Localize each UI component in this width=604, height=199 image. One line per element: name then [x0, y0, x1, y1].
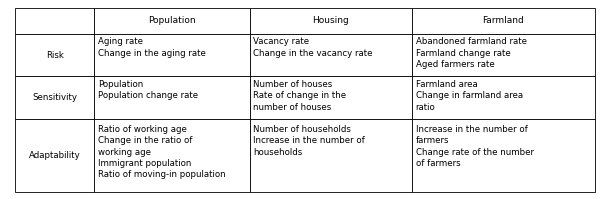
- Bar: [94, 8, 250, 34]
- Text: Ratio of working age
Change in the ratio of
working age
Immigrant population
Rat: Ratio of working age Change in the ratio…: [98, 125, 226, 179]
- Bar: [15, 119, 94, 192]
- Bar: [250, 76, 412, 119]
- Text: Risk: Risk: [46, 51, 64, 60]
- Bar: [412, 119, 595, 192]
- Text: Farmland area
Change in farmland area
ratio: Farmland area Change in farmland area ra…: [416, 80, 523, 112]
- Bar: [94, 34, 250, 76]
- Bar: [250, 8, 412, 34]
- Text: Vacancy rate
Change in the vacancy rate: Vacancy rate Change in the vacancy rate: [254, 37, 373, 58]
- Text: Abandoned farmland rate
Farmland change rate
Aged farmers rate: Abandoned farmland rate Farmland change …: [416, 37, 527, 69]
- Text: Aging rate
Change in the aging rate: Aging rate Change in the aging rate: [98, 37, 206, 58]
- Text: Sensitivity: Sensitivity: [32, 93, 77, 102]
- Bar: [94, 119, 250, 192]
- Text: Number of households
Increase in the number of
households: Number of households Increase in the num…: [254, 125, 365, 157]
- Bar: [15, 34, 94, 76]
- Bar: [15, 8, 94, 34]
- Text: Housing: Housing: [312, 17, 349, 25]
- Bar: [412, 8, 595, 34]
- Text: Adaptability: Adaptability: [29, 151, 81, 160]
- Bar: [250, 119, 412, 192]
- Text: Number of houses
Rate of change in the
number of houses: Number of houses Rate of change in the n…: [254, 80, 347, 112]
- Bar: [412, 76, 595, 119]
- Text: Population: Population: [149, 17, 196, 25]
- Bar: [412, 34, 595, 76]
- Bar: [250, 34, 412, 76]
- Bar: [94, 76, 250, 119]
- Text: Farmland: Farmland: [483, 17, 524, 25]
- Bar: [15, 76, 94, 119]
- Text: Population
Population change rate: Population Population change rate: [98, 80, 198, 100]
- Text: Increase in the number of
farmers
Change rate of the number
of farmers: Increase in the number of farmers Change…: [416, 125, 534, 168]
